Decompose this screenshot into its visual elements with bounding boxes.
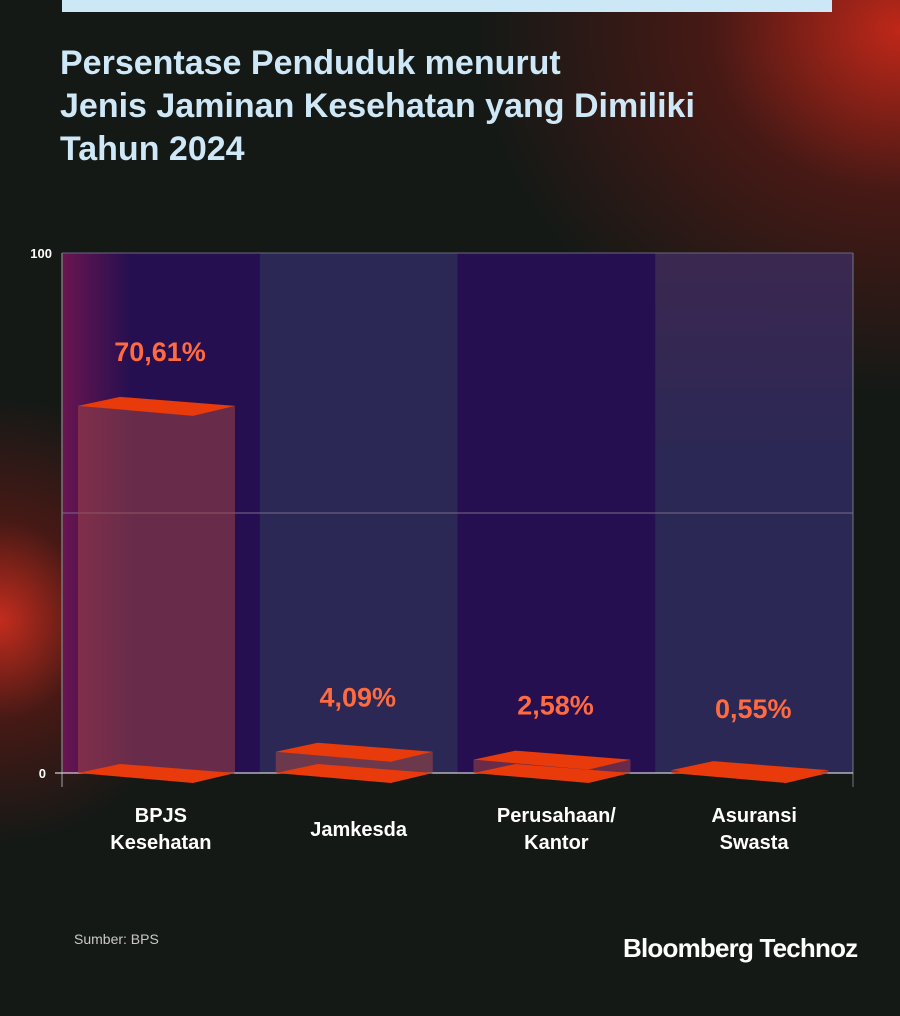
bar-base bbox=[275, 764, 433, 783]
x-tick-label: Swasta bbox=[720, 832, 790, 854]
x-tick-label: Jamkesda bbox=[310, 819, 408, 841]
value-label: 4,09% bbox=[319, 683, 396, 713]
bar-top bbox=[275, 742, 433, 762]
bar-top bbox=[671, 761, 829, 781]
chart-title: Persentase Penduduk menurut Jenis Jamina… bbox=[60, 42, 860, 171]
x-tick-label: Kesehatan bbox=[110, 832, 211, 854]
x-tick-label: Asuransi bbox=[711, 805, 797, 827]
value-label: 70,61% bbox=[114, 337, 206, 367]
bar-base bbox=[473, 764, 631, 783]
top-accent-bar bbox=[62, 0, 832, 12]
value-label: 0,55% bbox=[715, 694, 792, 724]
x-tick-label: Perusahaan/ bbox=[497, 805, 616, 827]
bar-top bbox=[78, 396, 235, 416]
title-line: Tahun 2024 bbox=[60, 130, 245, 168]
bar-top bbox=[473, 750, 631, 770]
title-line: Jenis Jaminan Kesehatan yang Dimiliki bbox=[60, 87, 695, 125]
bar-base bbox=[78, 764, 235, 783]
x-tick-label: Kantor bbox=[524, 832, 589, 854]
bar-body bbox=[78, 405, 235, 773]
brand-logo: Bloomberg Technoz bbox=[623, 933, 858, 963]
title-line: Persentase Penduduk menurut bbox=[60, 44, 561, 82]
y-tick-label: 100 bbox=[30, 246, 52, 261]
value-label: 2,58% bbox=[517, 691, 594, 721]
x-tick-label: BPJS bbox=[135, 805, 187, 827]
y-tick-label: 0 bbox=[39, 766, 46, 781]
source-note: Sumber: BPS bbox=[74, 931, 159, 947]
